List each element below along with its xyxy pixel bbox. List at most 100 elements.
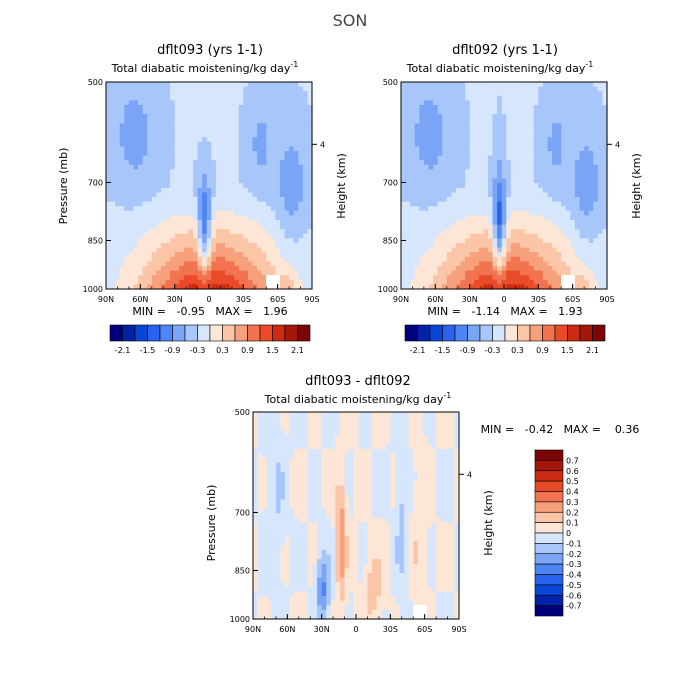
heatmap-cell [542,118,549,124]
heatmap-cell [492,118,498,124]
heatmap-cell [280,435,286,441]
heatmap-cell [437,229,443,235]
heatmap-cell [588,266,594,272]
heatmap-cell [561,95,567,101]
heatmap-cell [506,178,512,184]
heatmap-cell [202,151,208,157]
heatmap-cell [225,114,231,120]
heatmap-cell [515,151,521,157]
heatmap-cell [229,201,235,207]
heatmap-cell [234,82,240,88]
heatmap-cell [445,481,451,487]
heatmap-cell [538,132,544,138]
heatmap-cell [423,123,430,129]
heatmap-cell [404,444,410,450]
heatmap-cell [270,160,276,166]
heatmap-cell [574,279,581,285]
heatmap-cell [142,82,148,88]
heatmap-cell [124,220,130,226]
heatmap-cell [142,164,148,170]
heatmap-cell [302,252,309,258]
heatmap-cell [160,95,167,101]
heatmap-cell [183,261,189,267]
heatmap-cell [211,155,217,161]
heatmap-cell [289,210,295,216]
heatmap-cell [414,229,420,235]
heatmap-cell [410,137,416,143]
heatmap-cell [570,132,576,138]
heatmap-cell [404,476,410,482]
heatmap-cell [423,252,430,258]
heatmap-cell [138,146,144,152]
heatmap-cell [465,256,471,262]
heatmap-cell [160,229,167,235]
heatmap-cell [465,164,471,170]
heatmap-cell [106,256,112,262]
heatmap-cell [307,201,313,207]
heatmap-cell [419,114,425,120]
heatmap-cell [275,215,281,221]
heatmap-cell [220,128,226,134]
heatmap-cell [110,137,116,143]
heatmap-cell [428,233,434,239]
heatmap-cell [520,146,526,152]
heatmap-cell [234,169,240,175]
heatmap-cell [160,109,167,115]
heatmap-cell [302,275,309,281]
heatmap-cell [142,206,148,212]
heatmap-cell [399,462,405,468]
heatmap-cell [133,243,139,249]
colorbar-label: 2.1 [586,346,599,355]
heatmap-cell [552,128,558,134]
heatmap-cell [247,118,254,124]
heatmap-cell [202,114,208,120]
heatmap-cell [234,109,240,115]
heatmap-cell [293,197,299,203]
heatmap-cell [372,453,378,459]
heatmap-cell [478,238,484,244]
heatmap-cell [510,132,517,138]
heatmap-cell [442,187,448,193]
heatmap-cell [469,197,475,203]
heatmap-cell [284,192,290,198]
heatmap-cell [460,86,466,92]
heatmap-cell [451,275,457,281]
heatmap-cell [302,95,309,101]
colorbar-swatch [592,324,606,342]
heatmap-cell [602,206,608,212]
heatmap-cell [234,261,240,267]
heatmap-cell [542,266,549,272]
heatmap-cell [106,86,112,92]
heatmap-cell [229,256,235,262]
heatmap-cell [497,224,503,230]
heatmap-cell [275,233,281,239]
heatmap-cell [275,476,282,482]
heatmap-cell [280,462,286,468]
heatmap-cell [483,128,489,134]
heatmap-cell [538,192,544,198]
colorbar-label: 0.9 [241,346,254,355]
heatmap-cell [428,86,434,92]
heatmap-cell [542,279,549,285]
heatmap-cell [229,86,235,92]
heatmap-cell [501,206,507,212]
heatmap-cell [405,160,411,166]
heatmap-cell [293,114,299,120]
heatmap-cell [474,155,480,161]
heatmap-cell [174,183,180,189]
heatmap-cell [469,238,475,244]
heatmap-cell [538,187,544,193]
heatmap-cell [293,91,299,97]
heatmap-cell [529,141,535,147]
heatmap-cell [405,128,411,134]
heatmap-cell [460,114,466,120]
colorbar-label: -0.9 [165,346,181,355]
heatmap-cell [520,137,526,143]
heatmap-cell [160,266,167,272]
heatmap-cell [151,197,157,203]
heatmap-cell [404,471,410,477]
heatmap-cell [602,141,608,147]
heatmap-cell [597,178,604,184]
heatmap-cell [529,279,535,285]
heatmap-cell [446,91,452,97]
